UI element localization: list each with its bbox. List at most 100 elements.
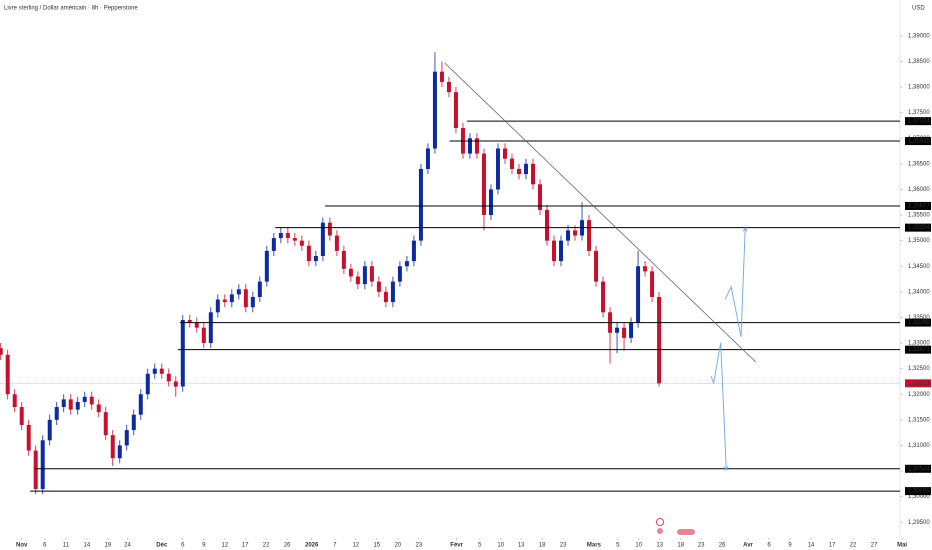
level-label: 1,33399: [908, 320, 930, 326]
candle-body: [33, 450, 38, 489]
level-label: 1,35677: [908, 204, 930, 210]
candle-body: [327, 222, 332, 236]
x-tick-label: 9: [788, 543, 792, 549]
level-label-box: [905, 345, 931, 354]
candle-body: [278, 232, 283, 239]
candle-body: [208, 312, 213, 344]
candle-body: [243, 289, 248, 308]
candle-body: [180, 320, 185, 387]
y-tick-label: 1,36500: [908, 161, 930, 167]
x-tick-label: 5: [616, 543, 620, 549]
x-tick-label: 10: [635, 543, 642, 549]
x-tick-label: Nov: [16, 543, 28, 549]
candle-body: [341, 250, 346, 269]
last-price-box: [905, 379, 931, 388]
candle-body: [194, 322, 199, 328]
candle-body: [432, 71, 437, 149]
y-tick-label: 1,38000: [908, 85, 930, 91]
x-tick-label: Mars: [587, 543, 602, 549]
candle-body: [502, 148, 507, 159]
candle-body: [601, 281, 606, 313]
x-tick-label: Avr: [743, 543, 753, 549]
x-tick-label: 10: [497, 543, 504, 549]
candle-body: [152, 368, 157, 374]
candle-body: [313, 256, 318, 262]
x-tick-label: 12: [352, 543, 359, 549]
level-label-box: [905, 117, 931, 126]
chart-title: Livre sterling / Dollar américain · 8h ·…: [4, 6, 138, 12]
x-tick-label: Mai: [897, 543, 907, 549]
candle-body: [68, 399, 73, 410]
candle-body: [629, 322, 634, 338]
candle-body: [376, 281, 381, 292]
y-tick-label: 1,33500: [908, 315, 930, 321]
x-tick-label: 26: [719, 543, 726, 549]
level-label: 1,37334: [908, 119, 930, 125]
event-icon: [677, 529, 695, 535]
candle-body: [103, 412, 108, 436]
candle-body: [173, 381, 178, 387]
level-label-box: [905, 487, 931, 496]
x-tick-label: 24: [124, 543, 131, 549]
candle-body: [348, 268, 353, 277]
x-tick-label: 6: [767, 543, 771, 549]
y-tick-label: 1,39000: [908, 33, 930, 39]
x-tick-label: 5: [478, 543, 482, 549]
x-tick-label: 18: [677, 543, 684, 549]
candle-body: [40, 440, 45, 489]
candle-body: [0, 348, 3, 355]
candle-body: [509, 158, 514, 169]
event-icons: [656, 518, 695, 535]
y-tick-label: 1,31000: [908, 443, 930, 449]
last-price-label: 1,32213: [908, 381, 930, 387]
candle-body: [292, 238, 297, 241]
candle-body: [75, 401, 80, 410]
y-tick-label: 1,35500: [908, 213, 930, 219]
candle-body: [573, 230, 578, 236]
candle-body: [636, 266, 641, 323]
candle-body: [145, 373, 150, 395]
x-tick-label: 20: [394, 543, 401, 549]
projection-arrowhead: [723, 466, 729, 471]
candle-body: [481, 153, 486, 216]
projection-path: [724, 227, 746, 337]
level-label-box: [905, 201, 931, 210]
candle-body: [285, 232, 290, 239]
candle-body: [19, 407, 24, 425]
candle-body: [453, 92, 458, 128]
candle-body: [47, 419, 52, 441]
x-tick-label: 6: [43, 543, 47, 549]
x-tick-label: 27: [871, 543, 878, 549]
x-tick-label: 13: [518, 543, 525, 549]
y-tick-label: 1,30000: [908, 494, 930, 500]
x-tick-label: 23: [415, 543, 422, 549]
candle-body: [89, 396, 94, 405]
candle-body: [650, 271, 655, 297]
candle-body: [523, 163, 528, 175]
candle-body: [222, 299, 227, 303]
x-tick-label: 2026: [305, 543, 319, 549]
candle-body: [334, 235, 339, 251]
y-tick-label: 1,34000: [908, 289, 930, 295]
x-tick-label: 6: [181, 543, 185, 549]
candle-body: [418, 168, 423, 241]
y-tick-label: 1,32500: [908, 366, 930, 372]
level-label: 1,32871: [908, 347, 930, 353]
candle-body: [54, 407, 59, 420]
candle-body: [657, 296, 662, 384]
candle-body: [404, 261, 409, 267]
x-tick-label: Févr: [450, 543, 463, 549]
candle-body: [474, 138, 479, 154]
candle-body: [187, 320, 192, 323]
x-tick-label: 17: [242, 543, 249, 549]
candle-body: [538, 184, 542, 210]
candle-body: [587, 220, 592, 251]
y-tick-label: 1,31500: [908, 417, 930, 423]
candle-body: [201, 327, 206, 344]
level-label-box: [905, 137, 931, 146]
candle-body: [369, 266, 374, 282]
candle-body: [236, 289, 241, 295]
x-tick-label: 18: [539, 543, 546, 549]
x-tick-label: 23: [560, 543, 567, 549]
x-tick-label: 14: [808, 543, 815, 549]
